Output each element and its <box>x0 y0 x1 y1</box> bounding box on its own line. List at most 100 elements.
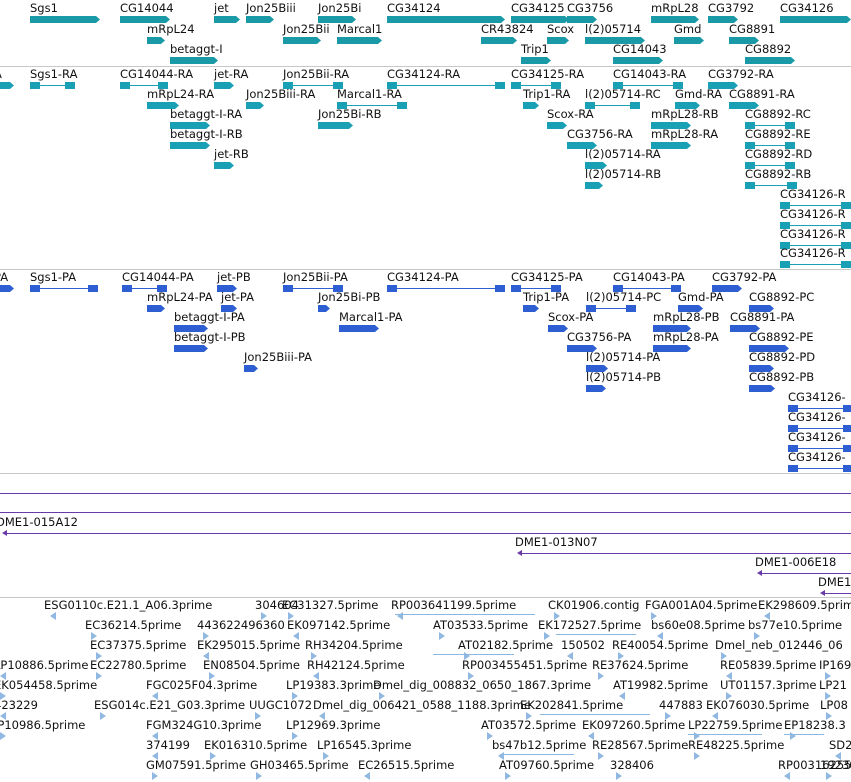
transcript-label: Jon25Bi-RB <box>318 107 382 121</box>
est-arrow <box>364 772 370 780</box>
protein-exon <box>122 285 132 292</box>
transcript-exon <box>780 202 790 209</box>
transcript-exon <box>318 122 353 129</box>
est-arrow <box>712 712 718 720</box>
transcript-exon <box>585 182 603 189</box>
protein-label: PA <box>0 270 9 284</box>
gene-track[interactable]: Sgs1 CG14044 mRpL24 jet betaggt-I Jon25Biii Jo… <box>0 0 851 66</box>
est-label: SD2 <box>829 738 851 752</box>
est-arrow <box>379 692 385 700</box>
transcript-exon <box>567 142 597 149</box>
gene-label: CG8892 <box>745 42 792 56</box>
protein-exon <box>523 305 539 312</box>
est-label: 328406 <box>610 758 654 772</box>
est-arrow <box>288 612 294 620</box>
est-label: EK172527.5prime <box>538 618 642 632</box>
protein-label: betaggt-I-PB <box>174 330 246 344</box>
clone-track[interactable]: DME1-015A12 DME1-013N07 DME1-006E18 DME1 <box>0 474 851 597</box>
transcript-label: Jon25Bii-RA <box>283 67 350 81</box>
est-label: 447883 <box>659 698 703 712</box>
est-arrow <box>0 692 6 700</box>
gene-label: Jon25Bii <box>283 22 330 36</box>
transcript-exon <box>780 242 790 249</box>
gene-exon <box>613 57 663 64</box>
transcript-exon <box>214 162 234 169</box>
protein-track[interactable]: PA Sgs1-PA CG14044-PA jet-PB mRpL24-PA jet-PA… <box>0 270 851 473</box>
protein-exon <box>712 285 742 292</box>
gene-label: Marcal1 <box>337 22 383 36</box>
transcript-intron-line <box>745 185 797 186</box>
est-label: Dmel_dig_008832_0650_1867.3prime <box>373 678 592 692</box>
est-label: EK016310.5prime <box>204 738 308 752</box>
protein-exon <box>730 325 760 332</box>
transcript-label: CG34126-R <box>780 187 846 201</box>
gene-exon <box>729 37 759 44</box>
protein-label: Gmd-PA <box>678 290 724 304</box>
protein-label: CG3756-PA <box>567 330 632 344</box>
protein-exon <box>653 325 691 332</box>
est-label: bs77e10.5prime <box>748 618 843 632</box>
est-arrow <box>152 772 158 780</box>
transcript-intron-line <box>585 105 640 106</box>
est-arrow <box>464 652 470 660</box>
gene-label: CG3756 <box>567 1 614 15</box>
gene-label: CG3792 <box>708 1 755 15</box>
protein-exon <box>586 305 596 312</box>
est-arrow <box>209 672 215 680</box>
protein-exon <box>318 305 330 312</box>
est-label: AT19982.5prime <box>613 678 709 692</box>
est-label: RP003641199.5prime <box>391 598 517 612</box>
protein-intron-line <box>613 288 681 289</box>
gene-label: CG14043 <box>613 42 667 56</box>
protein-label: CG34125-PA <box>511 270 583 284</box>
protein-exon <box>843 465 851 472</box>
transcript-label: jet-RA <box>214 67 249 81</box>
est-label: LP21 <box>819 678 847 692</box>
est-arrow <box>726 672 732 680</box>
est-span-line <box>784 734 824 735</box>
est-track[interactable]: ESG0110c.E21.1_A06.3prime 304604 EC31327.5… <box>0 598 851 782</box>
transcript-exon <box>651 142 691 149</box>
est-label: EC26515.5prime <box>358 758 455 772</box>
transcript-intron-line <box>780 245 851 246</box>
clone-arrow <box>820 590 851 596</box>
gene-label: jet <box>214 1 229 15</box>
transcript-label: Jon25Biii-RA <box>246 87 316 101</box>
gene-exon <box>567 16 597 23</box>
est-arrow <box>0 712 6 720</box>
est-label: EN08504.5prime <box>203 658 300 672</box>
est-label: FGA001A04.5prime <box>645 598 758 612</box>
gene-exon <box>147 37 165 44</box>
protein-exon <box>495 285 505 292</box>
protein-exon <box>147 305 165 312</box>
transcript-exon <box>0 82 14 89</box>
gene-label: Jon25Biii <box>246 1 296 15</box>
gene-exon <box>674 37 704 44</box>
est-arrow <box>657 632 663 640</box>
est-label: FGM324G10.3prime <box>146 718 262 732</box>
transcript-track[interactable]: A Sgs1-RA CG14044-RA jet-RA mRpL24-RA betaggt… <box>0 67 851 269</box>
protein-exon <box>333 285 343 292</box>
protein-label: CG34124-PA <box>387 270 459 284</box>
protein-label: Sgs1-PA <box>30 270 77 284</box>
protein-label: CG3792-PA <box>712 270 777 284</box>
transcript-label: Scox-RA <box>547 107 594 121</box>
protein-intron-line <box>511 288 561 289</box>
protein-exon <box>567 345 597 352</box>
gene-label: CG14044 <box>120 1 174 15</box>
transcript-intron-line <box>745 125 795 126</box>
clone-span-line[interactable] <box>0 493 851 494</box>
protein-exon <box>244 365 258 372</box>
est-span-line <box>556 634 636 635</box>
est-label: CK01906.contig <box>548 598 640 612</box>
est-arrow <box>0 732 6 740</box>
transcript-exon <box>170 142 210 149</box>
gene-label: betaggt-I <box>170 42 223 56</box>
transcript-exon <box>511 82 521 89</box>
gene-label: Gmd <box>674 22 702 36</box>
est-span-line <box>462 654 514 655</box>
gene-label: mRpL28 <box>651 1 699 15</box>
clone-span-line[interactable] <box>0 512 851 513</box>
transcript-label: l(2)05714-RC <box>585 87 661 101</box>
